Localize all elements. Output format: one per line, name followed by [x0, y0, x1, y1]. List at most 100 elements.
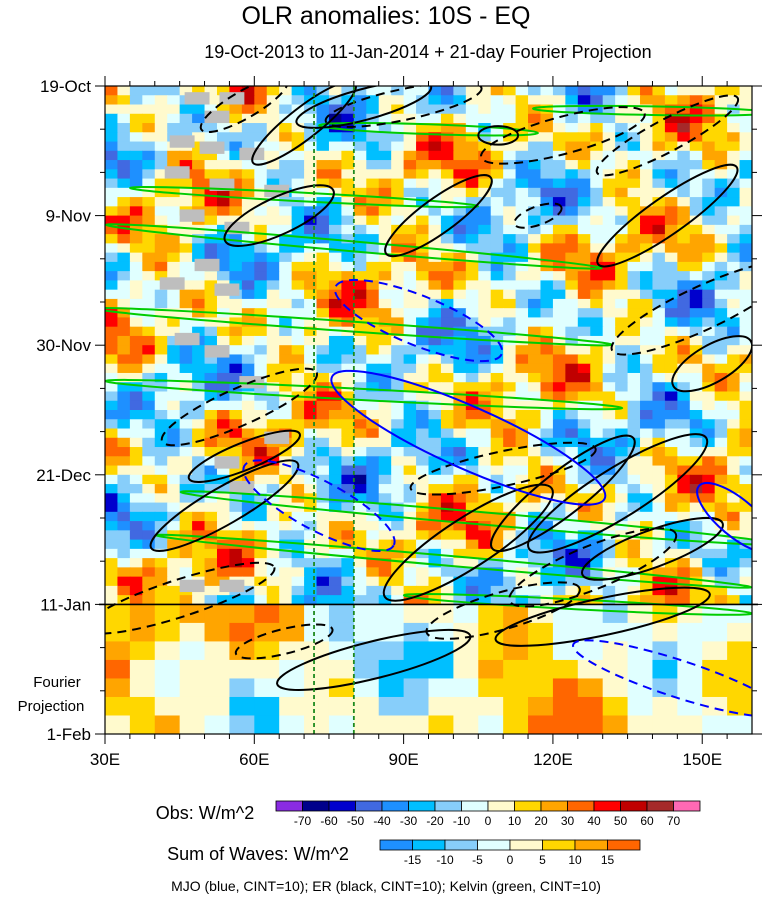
obs-cell — [577, 234, 591, 244]
obs-cell — [428, 345, 442, 356]
obs-cell — [428, 419, 442, 430]
obs-cell — [540, 141, 554, 152]
obs-cell — [739, 187, 752, 198]
obs-cell — [378, 141, 392, 152]
obs-cell — [590, 484, 604, 494]
obs-cell — [241, 335, 255, 346]
obs-cell — [391, 437, 405, 448]
obs-cell — [254, 558, 268, 568]
obs-cell — [117, 465, 131, 476]
obs-cell — [652, 178, 666, 189]
obs-cell — [652, 123, 666, 133]
obs-cell — [192, 363, 206, 374]
obs-cell — [266, 86, 280, 96]
obs-cell — [490, 141, 504, 152]
obs-cell — [192, 141, 206, 152]
obs-cell — [515, 261, 529, 272]
obs-cell — [366, 576, 380, 587]
obs-cell — [216, 511, 231, 522]
obs-cell — [241, 447, 255, 457]
obs-cell — [702, 595, 716, 605]
obs-cell — [615, 502, 629, 513]
obs-cell — [403, 511, 417, 522]
obs-cell — [602, 345, 616, 356]
obs-cell — [154, 354, 168, 365]
obs-cell — [328, 548, 343, 559]
obs-cell — [652, 345, 666, 356]
obs-cell — [552, 335, 566, 346]
obs-cell — [565, 391, 579, 402]
obs-cell — [129, 252, 143, 263]
obs-cell — [478, 113, 492, 124]
obs-cell — [739, 169, 752, 180]
obs-cell — [328, 502, 343, 513]
obs-cell — [552, 86, 566, 96]
obs-cell — [503, 474, 517, 485]
obs-cell — [453, 261, 467, 272]
obs-cell — [341, 410, 355, 420]
obs-cell — [154, 576, 168, 587]
obs-cell — [615, 215, 629, 226]
obs-cell — [615, 141, 629, 152]
obs-cell — [577, 410, 591, 420]
obs-cell — [602, 113, 616, 124]
obs-cell — [565, 308, 579, 319]
obs-cell — [291, 530, 305, 541]
obs-cell — [478, 215, 492, 226]
obs-cell — [677, 317, 691, 328]
obs-cell — [416, 123, 430, 133]
obs-cell — [328, 243, 343, 254]
obs-cell — [328, 437, 343, 448]
obs-cell — [241, 308, 255, 319]
obs-cell — [279, 141, 293, 152]
obs-cell — [465, 234, 479, 244]
obs-cell — [204, 252, 218, 263]
obs-cell — [565, 372, 579, 383]
obs-cell — [478, 428, 492, 439]
obs-cell — [652, 474, 666, 485]
obs-cell — [291, 95, 305, 106]
missing-data-block — [159, 277, 185, 290]
obs-cell — [204, 354, 218, 365]
obs-cell — [552, 511, 566, 522]
obs-cell — [652, 465, 666, 476]
obs-cell — [403, 289, 417, 300]
obs-cell — [664, 419, 678, 430]
obs-cell — [515, 511, 529, 522]
obs-cell — [490, 298, 504, 309]
obs-cell — [640, 447, 654, 457]
obs-cell — [714, 456, 728, 467]
obs-cell — [490, 289, 504, 300]
obs-cell — [279, 502, 293, 513]
obs-cell — [167, 86, 181, 96]
obs-cell — [341, 224, 355, 235]
obs-cell — [154, 363, 168, 374]
projection-cell — [129, 659, 156, 680]
obs-cell — [154, 484, 168, 494]
obs-cell — [279, 271, 293, 281]
obs-cell — [229, 530, 243, 541]
obs-cell — [689, 391, 703, 402]
obs-cell — [689, 197, 703, 207]
projection-cell — [154, 622, 181, 643]
obs-cell — [154, 224, 168, 235]
obs-cell — [154, 474, 168, 485]
obs-cell — [204, 326, 218, 337]
obs-cell — [727, 335, 741, 346]
obs-cell — [154, 558, 168, 568]
obs-cell — [241, 511, 255, 522]
projection-cell — [179, 715, 206, 734]
obs-cell — [129, 595, 143, 605]
obs-cell — [652, 224, 666, 235]
obs-cell — [353, 391, 367, 402]
obs-cell — [254, 391, 268, 402]
obs-cell — [465, 141, 479, 152]
obs-cell — [291, 372, 305, 383]
obs-cell — [179, 400, 193, 411]
obs-cell — [689, 224, 703, 235]
obs-cell — [279, 95, 293, 106]
obs-cell — [105, 363, 119, 374]
obs-cell — [552, 484, 566, 494]
obs-cell — [105, 197, 119, 207]
missing-data-block — [219, 92, 245, 105]
